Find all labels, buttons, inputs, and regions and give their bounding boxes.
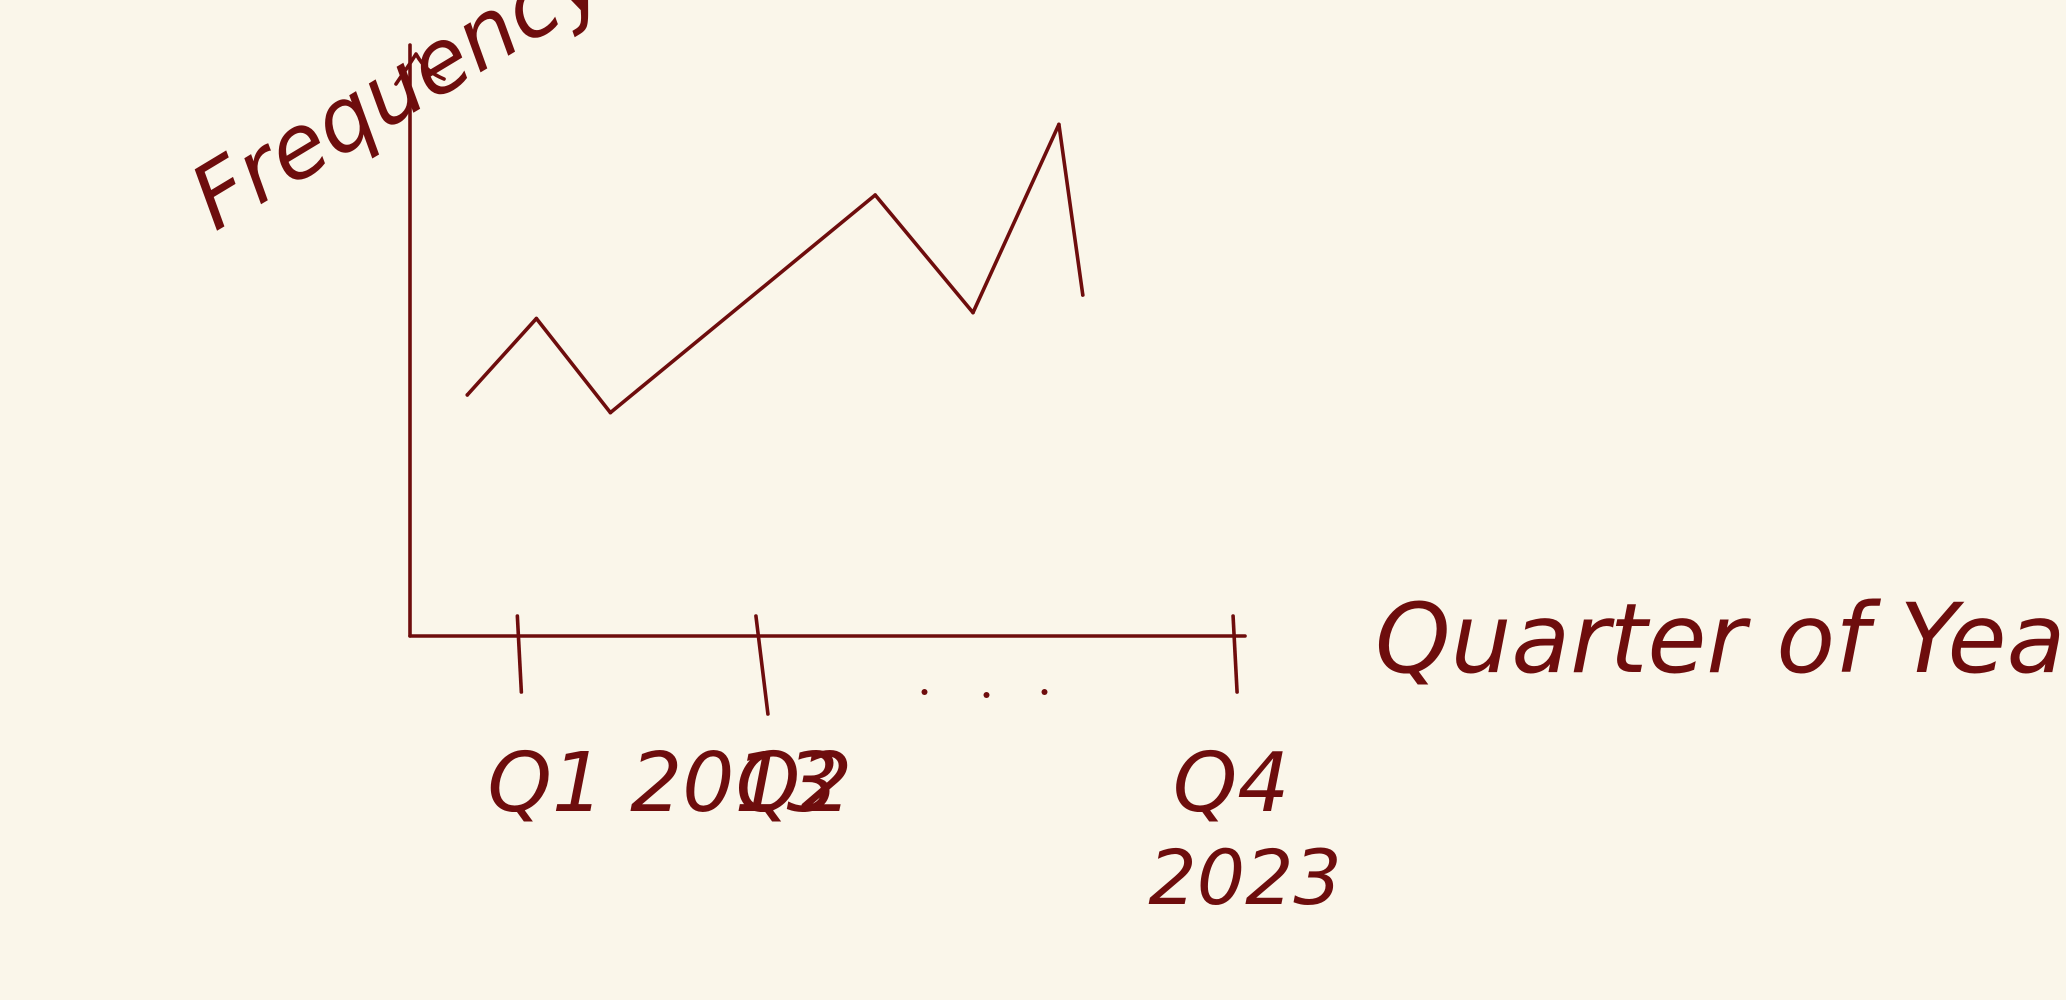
x-axis-label: Quarter of Year (1375, 583, 2066, 695)
x-tick-mark (754, 614, 770, 716)
data-point (465, 393, 470, 397)
data-point (608, 410, 613, 415)
x-tick-mark (515, 614, 524, 694)
data-point (971, 310, 975, 315)
data-point (1081, 293, 1085, 297)
x-tick-mark (1231, 614, 1239, 694)
data-point (534, 316, 539, 321)
y-axis-arrowhead (394, 52, 446, 86)
y-axis-label: Frequency (173, 0, 625, 250)
x-tick-label: Q2 (736, 736, 853, 831)
x-tick-label: Q4 (1173, 736, 1290, 831)
data-point (1057, 122, 1061, 127)
ellipsis-dot (921, 689, 928, 695)
x-tick-label: Q1 2013 (487, 736, 838, 831)
ellipsis-dot (1041, 689, 1048, 695)
ellipsis-dot (983, 692, 990, 698)
frequency-line (465, 122, 1085, 415)
data-point (873, 193, 877, 197)
data-points (465, 122, 1085, 415)
x-tick-label-line2: 2023 (1148, 833, 1341, 922)
x-axis-ticks (515, 614, 1239, 716)
